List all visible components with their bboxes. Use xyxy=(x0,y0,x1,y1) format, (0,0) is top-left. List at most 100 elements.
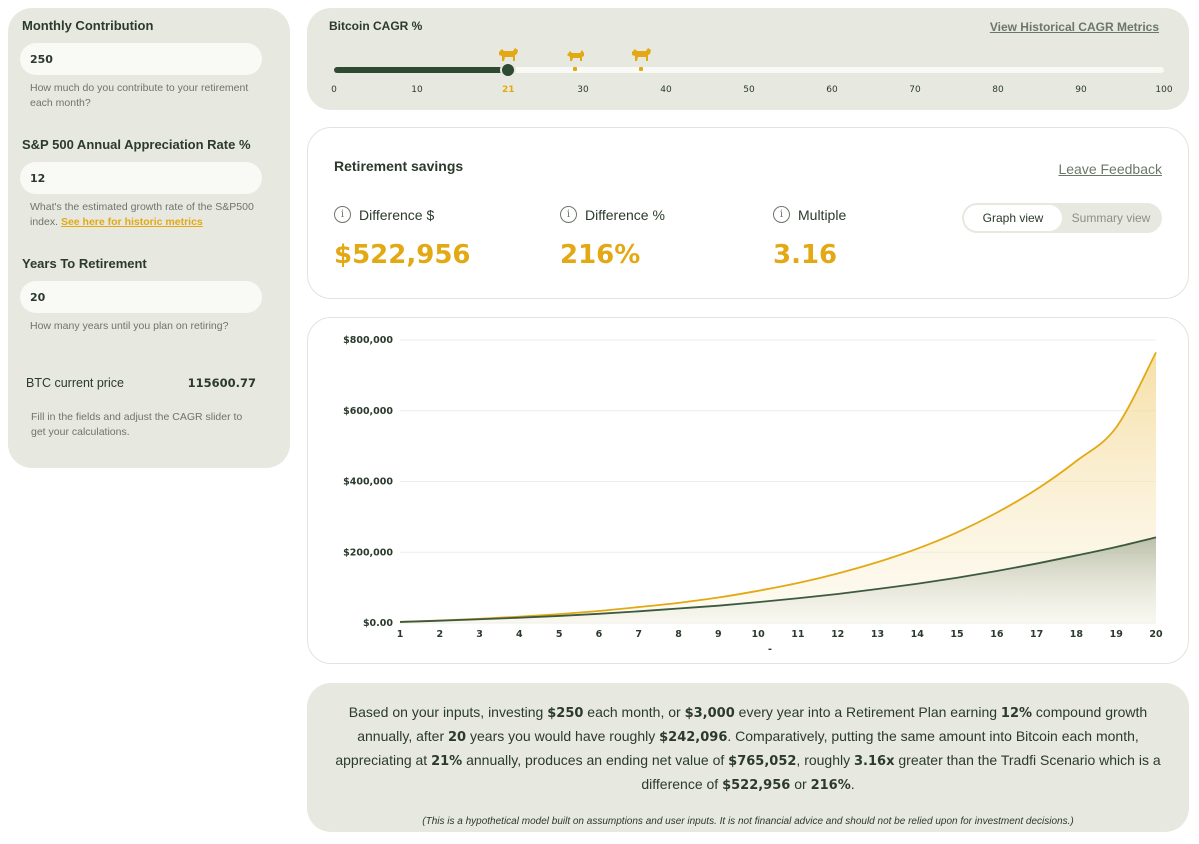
summary-value: 216% xyxy=(810,778,851,793)
monthly-contribution-input[interactable]: 250 xyxy=(20,43,262,75)
view-toggle: Graph view Summary view xyxy=(962,203,1162,233)
x-tick-label: 10 xyxy=(751,629,765,640)
summary-part: annually, produces an ending net value o… xyxy=(462,752,729,768)
monthly-contribution-help: How much do you contribute to your retir… xyxy=(30,82,249,109)
bitcoin-series-line xyxy=(399,351,1157,623)
x-tick-label: 16 xyxy=(990,629,1004,640)
summary-value: $242,096 xyxy=(659,730,728,745)
info-icon[interactable]: i xyxy=(773,206,790,223)
x-tick-label: 20 xyxy=(1149,629,1163,640)
summary-part: . Comparatively, putting the same amount… xyxy=(335,728,1139,768)
years-group: Years To Retirement 20 How many years un… xyxy=(20,256,262,334)
x-tick-label: 6 xyxy=(596,629,603,640)
x-axis-label: - xyxy=(768,644,772,655)
cagr-tick-label: 0 xyxy=(331,85,337,95)
summary-part: greater than the Tradfi Scenario which i… xyxy=(641,752,1161,792)
difference-dollar-text: Difference $ xyxy=(359,206,435,223)
cagr-tick-label: 40 xyxy=(660,85,672,95)
bull-icon xyxy=(632,48,652,61)
years-label: Years To Retirement xyxy=(22,256,147,271)
cagr-slider-fill xyxy=(334,67,509,73)
summary-part: , roughly xyxy=(796,752,855,768)
info-icon[interactable]: i xyxy=(560,206,577,223)
btc-price-value: 115600.77 xyxy=(187,376,256,390)
x-tick-label: 2 xyxy=(436,629,443,640)
summary-value: $3,000 xyxy=(684,706,735,721)
cat-icon xyxy=(566,50,584,61)
cagr-tick-label: 30 xyxy=(577,85,589,95)
difference-percent-label: i Difference % xyxy=(560,206,665,223)
summary-part: each month, or xyxy=(583,704,685,720)
marker-dot xyxy=(572,67,577,71)
difference-dollar-value: $522,956 xyxy=(334,240,471,270)
info-icon[interactable]: i xyxy=(334,206,351,223)
instructions-text: Fill in the fields and adjust the CAGR s… xyxy=(31,411,243,438)
summary-value: 3.16x xyxy=(854,754,895,769)
cagr-tick-label: 80 xyxy=(992,85,1004,95)
y-tick-label: $0.00 xyxy=(363,618,393,629)
sp500-rate-input[interactable]: 12 xyxy=(20,162,262,194)
multiple-text: Multiple xyxy=(798,206,847,223)
monthly-contribution-group: Monthly Contribution 250 How much do you… xyxy=(20,18,262,111)
summary-view-button[interactable]: Summary view xyxy=(1071,211,1151,225)
cagr-tick-label: 60 xyxy=(826,85,838,95)
x-tick-label: 8 xyxy=(675,629,682,640)
difference-percent-value: 216% xyxy=(560,240,641,270)
disclaimer: (This is a hypothetical model built on a… xyxy=(422,816,1074,827)
summary-value: $765,052 xyxy=(728,754,797,769)
summary-value: 12% xyxy=(1000,706,1033,721)
savings-panel: Retirement savings Leave Feedback i Diff… xyxy=(307,127,1189,299)
cagr-slider-thumb[interactable] xyxy=(500,62,517,78)
sp500-rate-help: What's the estimated growth rate of the … xyxy=(30,200,255,230)
graph-view-button[interactable]: Graph view xyxy=(964,205,1062,231)
years-input[interactable]: 20 xyxy=(20,281,262,313)
y-tick-label: $800,000 xyxy=(343,335,393,346)
y-tick-label: $400,000 xyxy=(343,477,393,488)
btc-price-label: BTC current price xyxy=(26,376,124,390)
x-tick-label: 19 xyxy=(1110,629,1123,640)
cagr-tick-label: 70 xyxy=(909,85,921,95)
tradfi-series-area xyxy=(400,537,1156,623)
cagr-tick-label: 100 xyxy=(1155,85,1173,95)
multiple-label: i Multiple xyxy=(773,206,846,223)
x-tick-label: 14 xyxy=(911,629,925,640)
tradfi-series-line xyxy=(399,536,1157,623)
cagr-tick-label: 90 xyxy=(1075,85,1087,95)
summary-value: $250 xyxy=(547,706,584,721)
historic-metrics-link[interactable]: See here for historic metrics xyxy=(60,216,203,228)
summary-panel: Based on your inputs, investing $250 eac… xyxy=(307,683,1189,832)
savings-title: Retirement savings xyxy=(334,158,464,174)
x-tick-label: 17 xyxy=(1030,629,1043,640)
leave-feedback-link[interactable]: Leave Feedback xyxy=(1058,161,1162,177)
multiple-value: 3.16 xyxy=(773,240,838,270)
y-tick-label: $600,000 xyxy=(343,406,393,417)
cagr-slider-track[interactable] xyxy=(334,67,1164,73)
summary-value: 20 xyxy=(448,730,467,745)
monthly-contribution-label: Monthly Contribution xyxy=(22,18,154,33)
x-tick-label: 13 xyxy=(871,629,884,640)
difference-percent-text: Difference % xyxy=(585,206,665,223)
y-tick-label: $200,000 xyxy=(343,547,393,558)
sp500-rate-label: S&P 500 Annual Appreciation Rate % xyxy=(22,137,251,152)
inputs-panel xyxy=(8,8,290,468)
summary-part: compound growth annually, after xyxy=(357,704,1148,744)
cagr-title: Bitcoin CAGR % xyxy=(329,19,423,33)
historical-cagr-link[interactable]: View Historical CAGR Metrics xyxy=(989,20,1159,34)
x-tick-label: 9 xyxy=(715,629,722,640)
summary-value: $522,956 xyxy=(722,778,791,793)
summary-part: every year into a Retirement Plan earnin… xyxy=(734,704,1001,720)
cagr-tick-label: 50 xyxy=(743,85,755,95)
bull-icon xyxy=(499,48,519,61)
marker-dot xyxy=(639,67,644,71)
summary-part: years you would have roughly xyxy=(466,728,660,744)
summary-text: Based on your inputs, investing $250 eac… xyxy=(321,701,1175,797)
x-tick-label: 15 xyxy=(950,629,963,640)
cagr-panel: Bitcoin CAGR % View Historical CAGR Metr… xyxy=(307,8,1189,110)
sp500-help-text: What's the estimated growth rate of the … xyxy=(30,201,254,228)
sp500-rate-group: S&P 500 Annual Appreciation Rate % 12 Wh… xyxy=(20,137,262,230)
difference-dollar-label: i Difference $ xyxy=(334,206,434,223)
summary-part: Based on your inputs, investing xyxy=(348,704,548,720)
x-tick-label: 3 xyxy=(476,629,483,640)
summary-value: 21% xyxy=(431,754,463,769)
